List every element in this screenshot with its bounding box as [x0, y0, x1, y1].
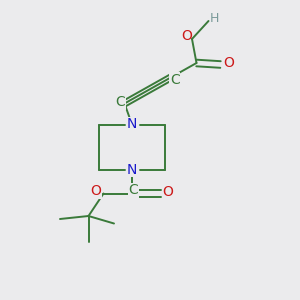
Text: N: N — [127, 163, 137, 176]
Text: C: C — [115, 95, 125, 109]
Text: O: O — [181, 29, 192, 43]
Text: O: O — [91, 184, 101, 198]
Text: C: C — [129, 184, 138, 197]
Text: N: N — [127, 118, 137, 131]
Text: O: O — [163, 185, 173, 199]
Text: O: O — [224, 56, 234, 70]
Text: C: C — [170, 73, 180, 86]
Text: H: H — [210, 11, 219, 25]
